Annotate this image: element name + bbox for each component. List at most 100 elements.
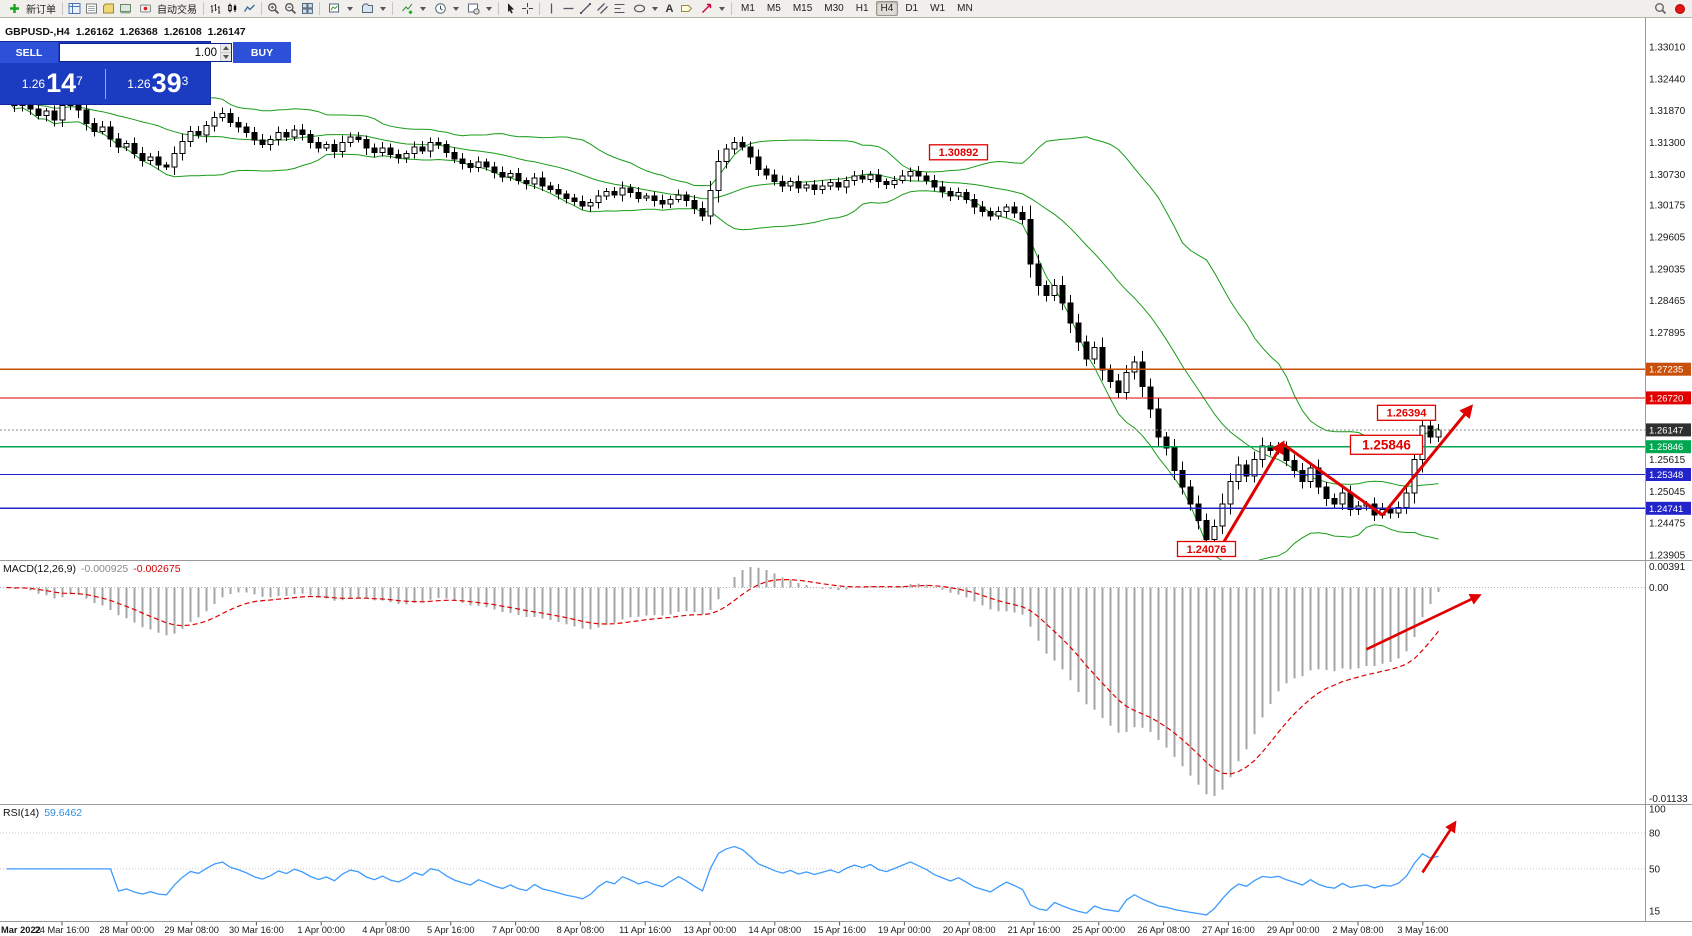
zoom-out-icon[interactable] [282,1,299,17]
navigator-icon[interactable] [100,1,117,17]
autotrading-icon [137,1,154,17]
price-divider [104,68,106,99]
line-chart-icon[interactable] [241,1,258,17]
svg-text:1.26394: 1.26394 [1387,408,1428,420]
toolbar-separator [539,2,540,15]
indicators-button[interactable] [396,1,429,17]
templates-button[interactable] [462,1,495,17]
svg-text:3 May 16:00: 3 May 16:00 [1397,925,1448,935]
timeframe-m1-button[interactable]: M1 [741,3,755,14]
buy-price-display[interactable]: 1.26 39 3 [106,70,211,97]
shapes-button[interactable] [628,1,661,17]
autotrading-button[interactable]: 自动交易 [134,1,200,17]
text-tool-icon[interactable]: A [665,2,674,15]
chart-canvas[interactable]: 1.30892 1.26394 1.25846 1.24076 1.33010 1.324… [0,18,1692,936]
horizontal-line-icon[interactable] [560,1,577,17]
crosshair-icon[interactable] [519,1,536,17]
equidistant-channel-icon[interactable] [594,1,611,17]
tile-windows-icon[interactable] [299,1,316,17]
profiles-button[interactable] [356,1,389,17]
timeframe-m5-button[interactable]: M5 [766,3,781,14]
svg-text:2 May 08:00: 2 May 08:00 [1332,925,1383,935]
svg-text:27 Apr 16:00: 27 Apr 16:00 [1202,925,1255,935]
rsi-value: 59.6462 [44,807,83,819]
timeframe-w1-button[interactable]: W1 [930,3,946,14]
fibonacci-icon[interactable] [611,1,628,17]
svg-text:5 Apr 16:00: 5 Apr 16:00 [427,925,475,935]
timeframe-mn-button[interactable]: MN [957,3,973,14]
macd-value-main: -0.000925 [80,563,129,575]
svg-text:Mar 2022: Mar 2022 [1,925,41,935]
periods-button[interactable] [429,1,462,17]
sell-button[interactable]: SELL [0,42,58,63]
svg-text:0.00391: 0.00391 [1649,562,1686,573]
toolbar-separator [498,2,499,15]
sell-price-display[interactable]: 1.26 14 7 [0,70,105,97]
volume-increase-button[interactable] [221,44,231,53]
svg-text:1.32440: 1.32440 [1649,74,1686,85]
svg-text:29 Apr 00:00: 29 Apr 00:00 [1267,925,1320,935]
candles [3,89,1442,549]
volume-decrease-button[interactable] [221,53,231,61]
market-watch-icon[interactable] [66,1,83,17]
price-annotation-boxes[interactable]: 1.30892 1.26394 1.25846 1.24076 [928,144,1437,558]
cursor-icon[interactable] [502,1,519,17]
svg-text:1.25615: 1.25615 [1649,455,1686,466]
bar-chart-icon[interactable] [207,1,224,17]
toolbar-separator [392,2,393,15]
volume-input[interactable] [60,44,220,61]
svg-text:20 Apr 08:00: 20 Apr 08:00 [943,925,996,935]
new-chart-button[interactable] [323,1,356,17]
pane-separators[interactable] [0,18,1692,922]
svg-text:28 Mar 00:00: 28 Mar 00:00 [99,925,154,935]
buy-price-prefix: 1.26 [127,77,151,91]
timeframe-d1-button[interactable]: D1 [905,3,919,14]
arrows-button[interactable] [695,1,728,17]
timeframe-h1-button[interactable]: H1 [855,3,869,14]
symbol-ohlc-header: GBPUSD-,H4 1.26162 1.26368 1.26108 1.26147 [5,26,252,38]
svg-text:21 Apr 16:00: 21 Apr 16:00 [1008,925,1061,935]
svg-text:30 Mar 16:00: 30 Mar 16:00 [229,925,284,935]
buy-button[interactable]: BUY [233,42,291,63]
svg-text:1.25045: 1.25045 [1649,487,1686,498]
macd-trend-arrow[interactable] [1365,594,1482,651]
caret-down-icon [420,6,426,11]
notification-badge[interactable] [1675,3,1685,14]
price-axis: 1.33010 1.32440 1.31870 1.31300 1.30730 1.301… [1646,43,1691,562]
rsi-trend-arrow[interactable] [1421,820,1457,874]
profiles-icon [359,1,376,17]
templates-icon [465,1,482,17]
trendline-icon[interactable] [577,1,594,17]
svg-text:1.24475: 1.24475 [1649,519,1686,530]
timeframe-h4-button[interactable]: H4 [875,1,899,16]
candlestick-chart-icon[interactable] [224,1,241,17]
text-label-icon[interactable] [678,1,695,17]
rsi-name: RSI(14) [3,807,40,819]
svg-text:-0.01133: -0.01133 [1649,794,1688,805]
zoom-in-icon[interactable] [265,1,282,17]
ohlc-open: 1.26162 [75,26,114,38]
new-order-label: 新订单 [26,5,56,16]
arrow-tool-icon [698,1,715,17]
search-icon[interactable] [1652,1,1669,17]
data-window-icon[interactable] [83,1,100,17]
svg-text:14 Apr 08:00: 14 Apr 08:00 [748,925,801,935]
timeframe-m15-button[interactable]: M15 [792,3,813,14]
svg-text:13 Apr 00:00: 13 Apr 00:00 [684,925,737,935]
svg-text:1.29035: 1.29035 [1649,264,1686,275]
caret-down-icon [719,6,725,11]
vertical-line-icon[interactable] [543,1,560,17]
trend-arrows[interactable] [1221,404,1474,545]
timeframe-m30-button[interactable]: M30 [824,3,844,14]
chart-workspace[interactable]: 1.30892 1.26394 1.25846 1.24076 1.33010 1.324… [0,18,1692,936]
autotrading-label: 自动交易 [157,5,197,16]
new-order-plus-icon [6,1,23,17]
sell-price-sup: 7 [76,74,83,88]
svg-text:1.25348: 1.25348 [1649,470,1683,481]
svg-text:0.00: 0.00 [1649,583,1669,594]
terminal-icon[interactable] [117,1,134,17]
new-order-button[interactable]: 新订单 [3,1,59,17]
macd-axis: 0.00391 0.00 -0.01133 [1649,562,1688,805]
svg-text:11 Apr 16:00: 11 Apr 16:00 [619,925,671,935]
